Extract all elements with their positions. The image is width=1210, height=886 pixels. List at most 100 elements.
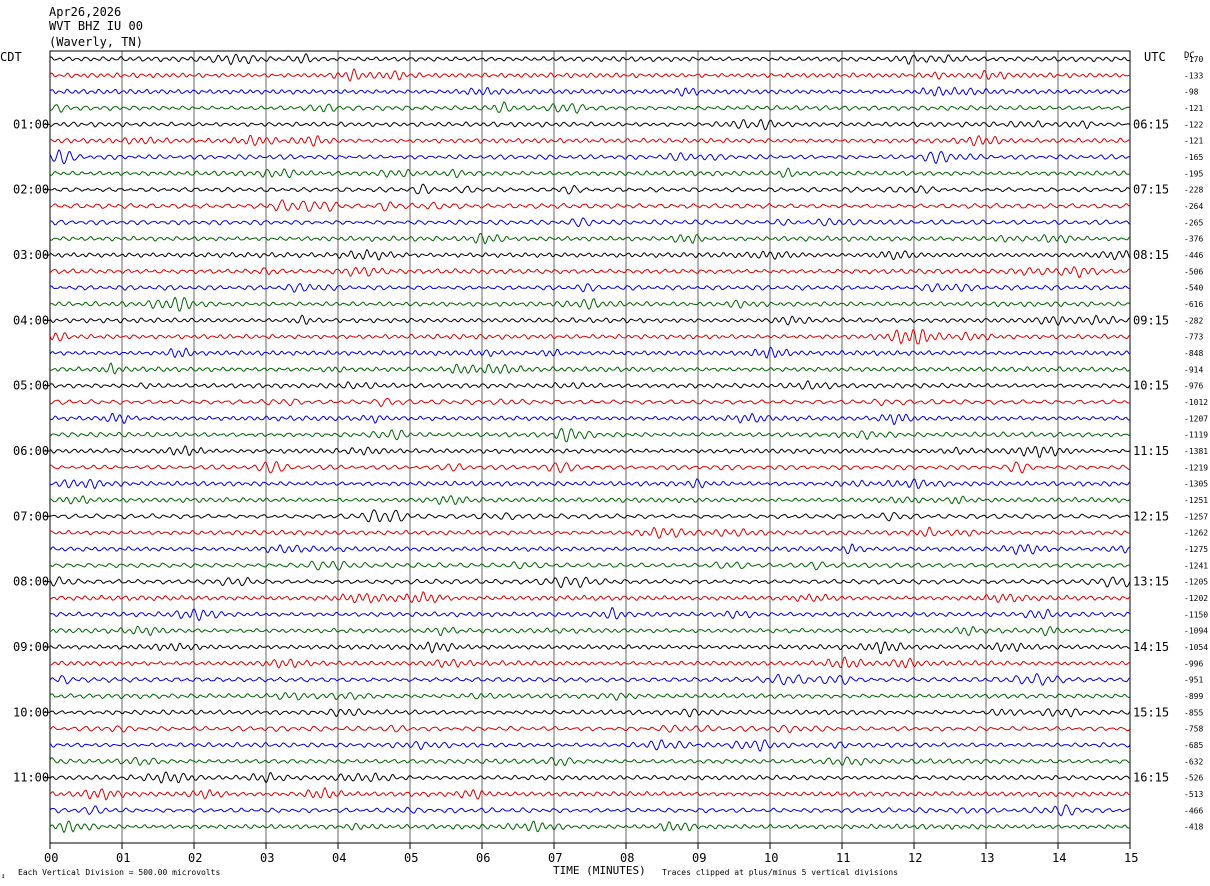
trace-line — [49, 656, 1131, 669]
dc-offset-label: -195 — [1184, 169, 1203, 178]
cdt-hour-label: 02:00 — [13, 183, 49, 197]
utc-hour-label: 14:15 — [1133, 640, 1169, 654]
trace-line — [49, 329, 1131, 345]
trace-line — [49, 346, 1131, 359]
trace-line — [49, 461, 1130, 474]
trace-line — [49, 509, 1131, 523]
dc-offset-label: -264 — [1184, 202, 1203, 211]
trace-line — [50, 526, 1131, 539]
plot-frame — [49, 50, 1131, 844]
dc-offset-label: -758 — [1184, 725, 1203, 734]
trace-line — [49, 314, 1131, 327]
dc-offset-label: -165 — [1184, 153, 1203, 162]
trace-line — [49, 101, 1131, 114]
dc-offset-label: -228 — [1184, 186, 1203, 195]
trace-line — [49, 771, 1131, 784]
cdt-hour-label: 07:00 — [13, 509, 49, 523]
dc-offset-label: -1262 — [1184, 529, 1208, 538]
utc-hour-label: 16:15 — [1133, 771, 1169, 785]
x-tick-label: 02 — [188, 851, 202, 865]
cdt-hour-label: 09:00 — [13, 640, 49, 654]
trace-line — [49, 692, 1131, 701]
trace-line — [49, 86, 1131, 97]
x-tick-label: 07 — [548, 851, 562, 865]
x-tick-label: 11 — [836, 851, 850, 865]
x-tick-label: 10 — [764, 851, 778, 865]
trace-line — [49, 625, 1131, 637]
x-tick-label: 12 — [908, 851, 922, 865]
dc-offset-label: -446 — [1184, 251, 1203, 260]
utc-hour-label: 09:15 — [1133, 313, 1169, 327]
trace-line — [49, 183, 1131, 195]
trace-line — [49, 591, 1131, 604]
trace-line — [49, 708, 1131, 718]
trace-line — [50, 296, 1131, 312]
dc-offset-label: -418 — [1184, 823, 1203, 832]
trace-line — [49, 820, 1130, 834]
trace-line — [49, 398, 1131, 408]
utc-hour-label: 07:15 — [1133, 183, 1169, 197]
dc-offset-label: -1207 — [1184, 414, 1208, 423]
trace-line — [49, 67, 1131, 82]
x-tick-label: 04 — [332, 851, 346, 865]
dc-offset-label: -1119 — [1184, 431, 1208, 440]
trace-line — [49, 804, 1131, 817]
dc-offset-label: -976 — [1184, 382, 1203, 391]
cdt-hour-label: 06:00 — [13, 444, 49, 458]
dc-offset-label: -773 — [1184, 333, 1203, 342]
x-tick-label: 15 — [1124, 851, 1138, 865]
trace-line — [49, 739, 1131, 752]
header-location: (Waverly, TN) — [49, 35, 143, 49]
dc-offset-label: -848 — [1184, 349, 1203, 358]
trace-line — [49, 118, 1131, 131]
x-tick-label: 09 — [692, 851, 706, 865]
trace-line — [49, 445, 1131, 458]
trace-line — [49, 543, 1131, 556]
dc-offset-label: -899 — [1184, 692, 1203, 701]
trace-line — [49, 756, 1131, 767]
left-axis-label: CDT — [0, 50, 22, 64]
trace-line — [49, 576, 1131, 589]
vertical-gridlines — [121, 51, 1059, 843]
trace-line — [49, 478, 1131, 490]
trace-line — [49, 266, 1131, 279]
dc-offset-label: -1241 — [1184, 561, 1208, 570]
trace-line — [49, 248, 1131, 261]
dc-offset-label: -282 — [1184, 316, 1203, 325]
dc-offset-label: -1012 — [1184, 398, 1208, 407]
cdt-hour-label: 01:00 — [13, 117, 49, 131]
utc-hour-label: 15:15 — [1133, 705, 1169, 719]
x-tick-label: 00 — [44, 851, 58, 865]
cdt-hour-label: 10:00 — [13, 705, 49, 719]
trace-group — [49, 52, 1131, 834]
trace-line — [49, 786, 1130, 801]
x-tick-label: 05 — [404, 851, 418, 865]
dc-offset-label: -1094 — [1184, 627, 1208, 636]
dc-offset-label: -506 — [1184, 267, 1203, 276]
utc-hour-label: 08:15 — [1133, 248, 1169, 262]
trace-line — [49, 412, 1131, 426]
utc-hour-label: 12:15 — [1133, 509, 1169, 523]
dc-offset-label: -951 — [1184, 676, 1203, 685]
dc-offset-label: -121 — [1184, 104, 1203, 113]
utc-hour-label: 10:15 — [1133, 379, 1169, 393]
dc-offset-label: -632 — [1184, 757, 1203, 766]
trace-line — [49, 672, 1131, 686]
dc-label: DC — [1184, 51, 1195, 61]
dc-offset-label: -685 — [1184, 741, 1203, 750]
dc-offset-label: -540 — [1184, 284, 1203, 293]
trace-line — [49, 232, 1131, 245]
utc-hour-label: 13:15 — [1133, 575, 1169, 589]
x-tick-label: 03 — [260, 851, 274, 865]
trace-line — [49, 199, 1131, 213]
x-tick-label: 08 — [620, 851, 634, 865]
dc-offset-label: -133 — [1184, 71, 1203, 80]
x-axis-title: TIME (MINUTES) — [553, 864, 646, 877]
dc-offset-label: -1054 — [1184, 643, 1208, 652]
dc-offset-label: -376 — [1184, 235, 1203, 244]
dc-offset-label: -1202 — [1184, 594, 1208, 603]
header-station: WVT BHZ IU 00 — [49, 19, 143, 33]
utc-hour-label: 06:15 — [1133, 117, 1169, 131]
dc-offset-label: -1150 — [1184, 610, 1208, 619]
